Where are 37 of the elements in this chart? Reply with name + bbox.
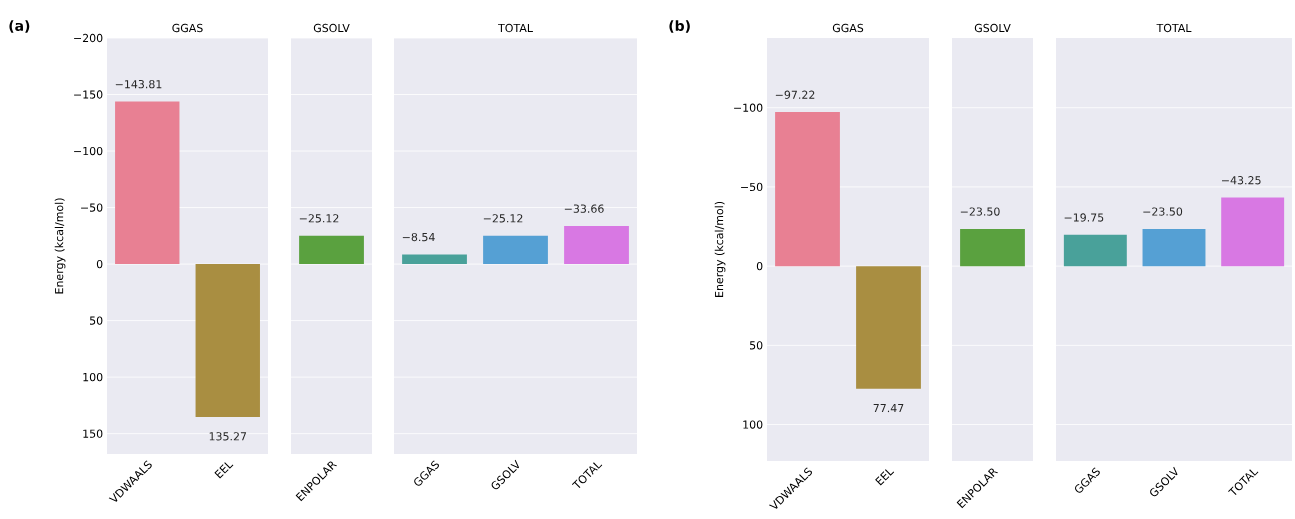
data-label: −43.25 [1221,176,1261,185]
data-label: −143.81 [115,80,162,89]
data-label: −23.50 [1143,207,1183,216]
data-label: 135.27 [209,432,247,441]
y-axis-title: Energy (kcal/mol) [54,198,66,294]
y-tick-label: 150 [83,429,103,438]
y-tick-label: −50 [81,203,103,212]
x-tick-label: EEL [875,469,895,486]
x-tick-label: EEL [214,462,234,479]
y-tick-label: −50 [741,182,763,192]
text: (b) [669,20,690,33]
y-tick-label: −150 [74,90,103,99]
y-tick-label: 50 [749,341,763,350]
chart-title: GSOLV [313,23,350,33]
data-label: −25.12 [483,214,523,223]
data-label: −25.12 [299,214,339,223]
data-label: −19.75 [1064,213,1104,222]
y-tick-label: −200 [74,33,103,43]
chart-title: TOTAL [1156,23,1192,33]
text: (a) [9,20,30,33]
chart-title: TOTAL [498,23,533,33]
y-tick-label: 0 [96,259,103,269]
y-tick-label: −100 [734,103,763,112]
y-tick-label: 0 [756,261,763,271]
data-label: −33.66 [564,204,604,213]
data-label: 77.47 [873,404,904,413]
y-tick-label: 50 [90,316,103,325]
data-label: −97.22 [775,90,815,99]
data-label: −8.54 [402,232,435,242]
chart-title: GGAS [832,23,864,33]
data-label: −23.50 [960,207,1000,216]
chart-title: GGAS [172,23,203,33]
y-tick-label: −100 [74,146,103,156]
y-axis-title: Energy (kcal/mol) [714,201,726,297]
y-tick-label: 100 [743,420,763,429]
y-tick-label: 100 [83,372,103,382]
chart-title: GSOLV [974,23,1011,33]
